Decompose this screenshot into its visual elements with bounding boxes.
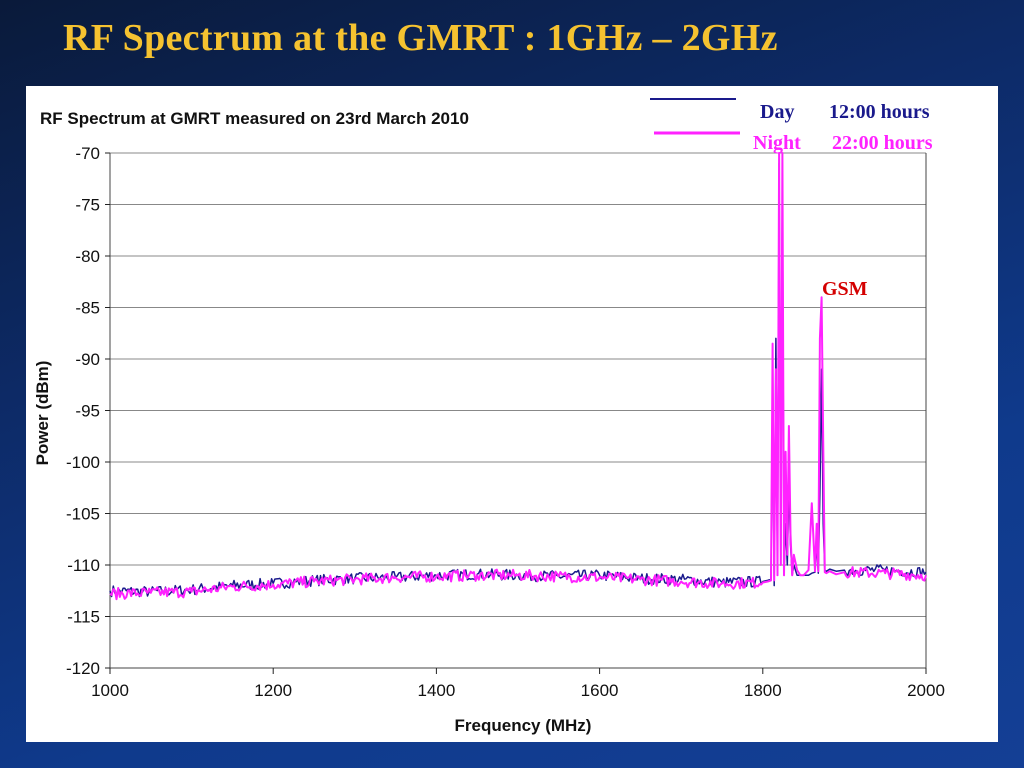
y-axis-label: Power (dBm) xyxy=(33,361,52,466)
y-tick-label: -105 xyxy=(66,505,100,524)
y-tick-label: -70 xyxy=(75,144,100,163)
y-axis-ticks: -70 -75 -80 -85 -90 -95 -100 -105 -110 -115 -120 xyxy=(66,144,110,678)
chart-title: RF Spectrum at GMRT measured on 23rd Mar… xyxy=(40,109,469,128)
series-group xyxy=(109,152,927,601)
y-tick-label: -115 xyxy=(67,608,100,627)
spectrum-chart: RF Spectrum at GMRT measured on 23rd Mar… xyxy=(33,98,945,735)
x-tick-label: 2000 xyxy=(907,681,945,700)
legend-day-label: Day xyxy=(760,101,794,123)
gsm-annotation: GSM xyxy=(822,278,868,300)
x-tick-label: 1200 xyxy=(254,681,292,700)
legend-night-time: 22:00 hours xyxy=(832,132,933,154)
series-day-line xyxy=(109,162,927,598)
x-axis-ticks: 1000 1200 1400 1600 1800 2000 xyxy=(91,668,945,700)
series-night-line xyxy=(109,152,927,601)
legend-day-time: 12:00 hours xyxy=(829,101,930,123)
x-tick-label: 1600 xyxy=(581,681,619,700)
y-tick-label: -100 xyxy=(66,453,100,472)
grid-lines xyxy=(109,152,927,669)
x-axis-label: Frequency (MHz) xyxy=(455,716,592,735)
x-tick-label: 1800 xyxy=(744,681,782,700)
chart-panel: RF Spectrum at GMRT measured on 23rd Mar… xyxy=(26,86,998,742)
x-tick-label: 1000 xyxy=(91,681,129,700)
y-tick-label: -110 xyxy=(67,556,100,575)
legend-night-label: Night xyxy=(753,132,801,154)
y-tick-label: -95 xyxy=(75,402,100,421)
y-tick-label: -80 xyxy=(75,247,100,266)
slide-title: RF Spectrum at the GMRT : 1GHz – 2GHz xyxy=(63,17,778,59)
y-tick-label: -85 xyxy=(75,299,100,318)
y-tick-label: -90 xyxy=(75,350,100,369)
x-tick-label: 1400 xyxy=(417,681,455,700)
y-tick-label: -75 xyxy=(75,196,100,215)
y-tick-label: -120 xyxy=(66,659,100,678)
